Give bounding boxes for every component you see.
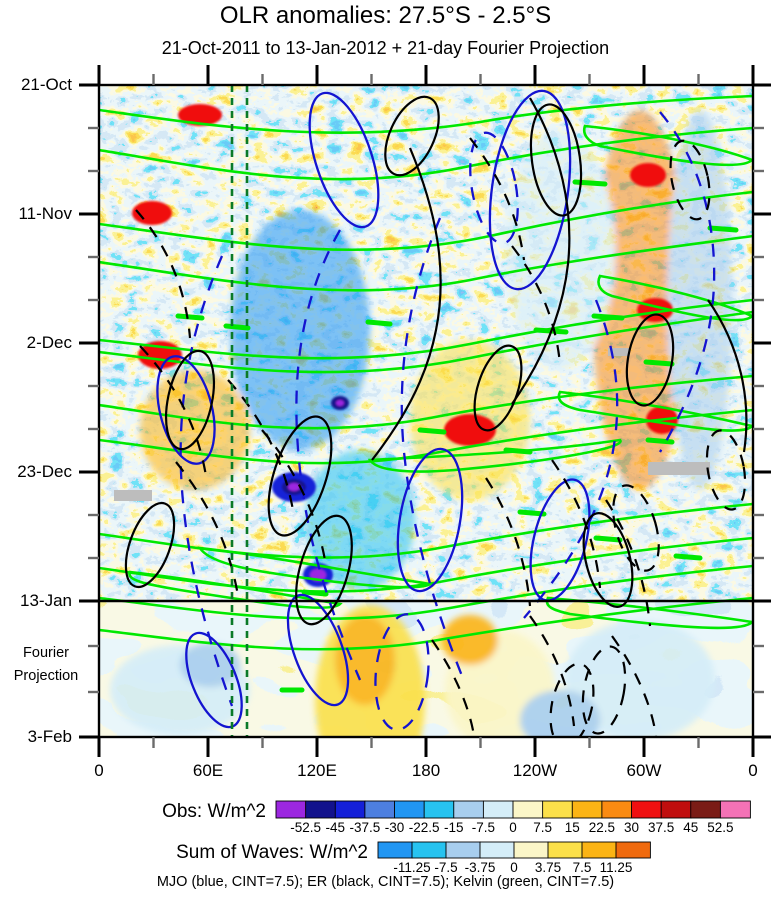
page-subtitle: 21-Oct-2011 to 13-Jan-2012 + 21-day Four…	[161, 38, 610, 58]
colorbar-tick-label: 45	[683, 820, 699, 835]
colorbar-swatch	[581, 841, 617, 859]
y-tick-label-5: 3-Feb	[27, 727, 72, 746]
colorbar-swatch	[334, 800, 366, 819]
colorbar-swatch	[601, 800, 633, 819]
colorbar-obs-title: Obs: W/m^2	[162, 801, 266, 822]
x-tick-label-5: 60W	[626, 761, 662, 780]
colorbar-tick-label: 30	[623, 820, 640, 835]
x-tick-label-4: 120W	[512, 761, 558, 780]
x-tick-label-0: 0	[94, 761, 104, 780]
colorbar-obs[interactable]	[275, 800, 751, 819]
y-tick-label-2: 2-Dec	[26, 333, 72, 352]
colorbar-swatch	[275, 800, 307, 819]
er-contours	[124, 95, 748, 737]
fourier-projection-field	[99, 601, 753, 737]
x-tick-label-3: 180	[411, 761, 441, 780]
x-tick-label-1: 60E	[192, 761, 224, 780]
colorbar-tick-label: 7.5	[533, 820, 552, 835]
reference-lines	[99, 85, 753, 737]
y-tick-label-0: 21-Oct	[20, 75, 72, 94]
colorbar-swatch	[364, 800, 396, 819]
colorbar-tick-label: 37.5	[647, 820, 675, 835]
mjo-contours	[156, 89, 716, 731]
colorbar-tick-label: 0	[509, 820, 517, 835]
colorbar-swatch	[482, 800, 514, 819]
colorbar-tick-label: -37.5	[349, 820, 381, 835]
colorbar-tick-label: 15	[564, 820, 580, 835]
x-tick-label-6: 0	[748, 761, 758, 780]
colorbar-swatch	[719, 800, 751, 819]
colorbar-tick-label: 11.25	[599, 860, 633, 875]
colorbar-swatch	[394, 800, 425, 819]
colorbar-swatch	[411, 841, 447, 859]
colorbar-swatch	[453, 800, 485, 819]
colorbar-swatch	[660, 800, 692, 819]
colorbar-swatch	[512, 800, 544, 819]
colorbar-sow-title: Sum of Waves: W/m^2	[176, 842, 368, 863]
y-axis-ticks	[79, 83, 771, 739]
missing-data-patch	[114, 348, 710, 501]
colorbar-swatch	[423, 800, 455, 819]
colorbar-swatch	[631, 800, 662, 819]
figure-caption: MJO (blue, CINT=7.5); ER (black, CINT=7.…	[156, 874, 615, 890]
colorbar-swatch	[542, 800, 574, 819]
x-axis-ticks	[97, 65, 755, 757]
colorbar-tick-label: -7.5	[471, 820, 496, 835]
colorbar-tick-label: 0	[510, 860, 518, 875]
colorbar-tick-label: -15	[444, 820, 464, 835]
fourier-projection-label-line2: Projection	[13, 668, 79, 684]
colorbar-tick-label: -11.25	[393, 860, 431, 875]
colorbar-swatch	[377, 841, 413, 859]
colorbar-tick-label: 52.5	[707, 820, 734, 835]
y-tick-label-3: 23-Dec	[17, 462, 72, 481]
colorbar-tick-label: -30	[384, 820, 405, 835]
x-tick-label-2: 120E	[297, 761, 337, 780]
colorbar-swatch	[305, 800, 337, 819]
colorbar-swatch	[615, 841, 651, 859]
colorbar-tick-label: -52.5	[290, 820, 321, 835]
y-tick-label-1: 11-Nov	[18, 204, 72, 223]
colorbar-swatch	[513, 841, 549, 859]
colorbar-tick-label: 22.5	[588, 820, 616, 835]
colorbar-swatch	[547, 841, 583, 859]
colorbar-swatch	[571, 800, 603, 819]
colorbar-tick-label: -3.75	[464, 860, 496, 875]
colorbar-tick-label: -7.5	[434, 860, 458, 875]
colorbar-tick-label: -45	[325, 820, 346, 835]
colorbar-tick-label: 3.75	[534, 860, 562, 875]
colorbar-tick-label: -22.5	[408, 820, 440, 835]
colorbar-swatch	[479, 841, 515, 859]
colorbar-swatch	[445, 841, 481, 859]
fourier-projection-label-line1: Fourier	[23, 645, 69, 661]
colorbar-swatch	[690, 800, 722, 819]
page-title: OLR anomalies: 27.5°S - 2.5°S	[219, 2, 552, 29]
colorbar-tick-label: 7.5	[572, 860, 592, 875]
y-tick-label-4: 13-Jan	[20, 591, 72, 610]
colorbar-sum-of-waves[interactable]	[377, 841, 651, 859]
